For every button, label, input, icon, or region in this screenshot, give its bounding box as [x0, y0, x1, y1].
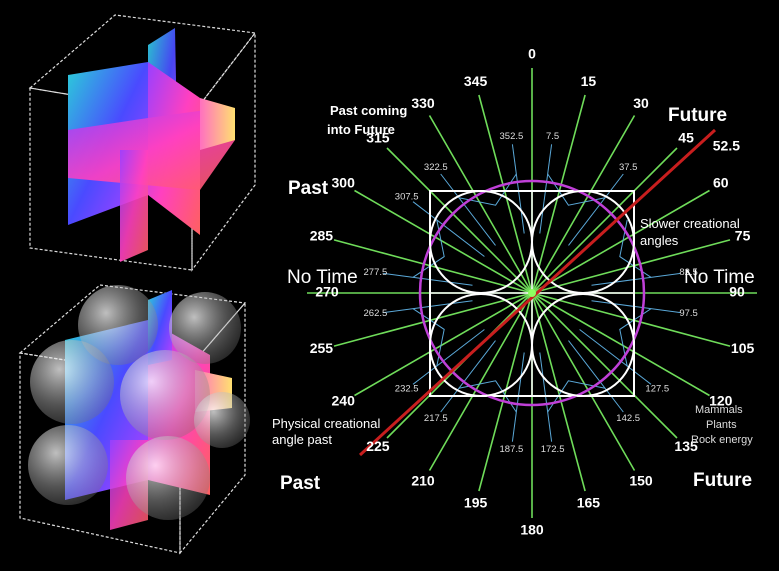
label-future-top: Future — [668, 105, 727, 126]
ray-285 — [333, 239, 533, 294]
half-ray-352.5 — [511, 144, 525, 234]
half-ray-232.5 — [412, 329, 485, 385]
angle-label-90: 90 — [729, 284, 745, 300]
angle-label-special: 52.5 — [713, 138, 740, 154]
label-past-top: Past — [288, 178, 329, 199]
label-physical-2: angle past — [272, 432, 332, 447]
ray-255 — [333, 292, 533, 347]
label-no-time-left: No Time — [287, 267, 358, 288]
red-axis — [358, 128, 717, 457]
angle-label-240: 240 — [332, 393, 356, 409]
ray-30 — [531, 115, 636, 294]
ray-75 — [531, 239, 731, 294]
angle-label-15: 15 — [581, 73, 597, 89]
label-slower-1: Slower creational — [640, 216, 740, 231]
purple-circle — [418, 179, 646, 407]
bottom-cube-illustration — [18, 284, 250, 555]
label-past-bottom: Past — [280, 473, 321, 494]
angle-label-120: 120 — [709, 393, 733, 409]
label-past-coming-2: into Future — [327, 122, 395, 137]
angle-label-255: 255 — [310, 340, 334, 356]
angle-label-285: 285 — [310, 227, 334, 243]
top-cube-illustration — [28, 14, 257, 272]
half-ray-82.5 — [591, 272, 681, 286]
angle-label-180: 180 — [520, 522, 544, 538]
half-angle-label-307.5: 307.5 — [395, 191, 419, 202]
label-physical-1: Physical creational — [272, 416, 380, 431]
angle-label-165: 165 — [577, 494, 601, 510]
half-angle-label-217.5: 217.5 — [424, 413, 448, 424]
ray-300 — [354, 189, 533, 294]
half-ray-142.5 — [568, 340, 624, 413]
half-angle-label-277.5: 277.5 — [364, 267, 388, 278]
angle-label-30: 30 — [633, 95, 649, 111]
ray-315 — [386, 147, 533, 294]
half-ray-322.5 — [440, 173, 496, 246]
half-angle-label-187.5: 187.5 — [500, 444, 524, 455]
angle-label-330: 330 — [411, 95, 435, 111]
ray-105 — [531, 292, 731, 347]
ray-135 — [531, 292, 678, 439]
ray-210 — [428, 292, 533, 471]
half-angle-label-232.5: 232.5 — [395, 384, 419, 395]
ray-240 — [354, 292, 533, 397]
half-angle-label-352.5: 352.5 — [500, 131, 524, 142]
half-ray-127.5 — [579, 329, 652, 385]
ray-150 — [531, 292, 636, 471]
half-ray-277.5 — [383, 272, 473, 286]
ray-60 — [531, 189, 710, 294]
label-slower-2: angles — [640, 233, 679, 248]
label-mammals: Mammals — [695, 404, 743, 416]
ray-165 — [531, 292, 586, 492]
angle-label-345: 345 — [464, 73, 488, 89]
half-ray-307.5 — [412, 201, 485, 257]
angle-label-315: 315 — [366, 130, 390, 146]
half-angle-label-172.5: 172.5 — [541, 444, 565, 455]
ray-120 — [531, 292, 710, 397]
half-angle-label-37.5: 37.5 — [619, 162, 638, 173]
half-ray-262.5 — [383, 300, 473, 314]
half-angle-label-82.5: 82.5 — [679, 267, 698, 278]
half-angle-label-262.5: 262.5 — [364, 308, 388, 319]
angle-label-210: 210 — [411, 473, 435, 489]
angle-label-75: 75 — [735, 227, 751, 243]
half-ray-172.5 — [539, 352, 553, 442]
half-angle-labels: 352.5 7.5 37.5 322.5 307.5 277.5 82.5 262.5 97.5… — [364, 131, 698, 455]
angle-label-300: 300 — [332, 175, 356, 191]
angle-label-225: 225 — [366, 438, 390, 454]
label-rock-energy: Rock energy — [691, 434, 753, 446]
angle-label-150: 150 — [629, 473, 653, 489]
angle-label-0: 0 — [528, 46, 536, 62]
ray-45 — [531, 147, 678, 294]
angle-label-195: 195 — [464, 494, 488, 510]
half-ray-97.5 — [591, 300, 681, 314]
half-angle-label-127.5: 127.5 — [645, 384, 669, 395]
label-past-coming-1: Past coming — [330, 103, 407, 118]
angle-label-45: 45 — [678, 130, 694, 146]
half-angle-label-142.5: 142.5 — [616, 413, 640, 424]
label-plants: Plants — [706, 419, 737, 431]
ray-345 — [478, 94, 533, 294]
ray-330 — [428, 115, 533, 294]
half-ray-37.5 — [568, 173, 624, 246]
half-angle-label-322.5: 322.5 — [424, 162, 448, 173]
half-ray-187.5 — [511, 352, 525, 442]
half-ray-7.5 — [539, 144, 553, 234]
ray-195 — [478, 292, 533, 492]
angle-label-270: 270 — [315, 284, 339, 300]
half-ray-217.5 — [440, 340, 496, 413]
angle-label-105: 105 — [731, 340, 755, 356]
angle-label-60: 60 — [713, 175, 729, 191]
half-angle-label-7.5: 7.5 — [546, 131, 559, 142]
ray-15 — [531, 94, 586, 294]
main-angle-labels: 0 15 30 45 60 75 90 105 120 135 150 165 180 195 210 225… — [310, 46, 755, 538]
label-no-time-right: No Time — [684, 267, 755, 288]
angle-label-135: 135 — [674, 438, 698, 454]
label-future-bottom: Future — [693, 470, 752, 491]
half-angle-label-97.5: 97.5 — [679, 308, 698, 319]
